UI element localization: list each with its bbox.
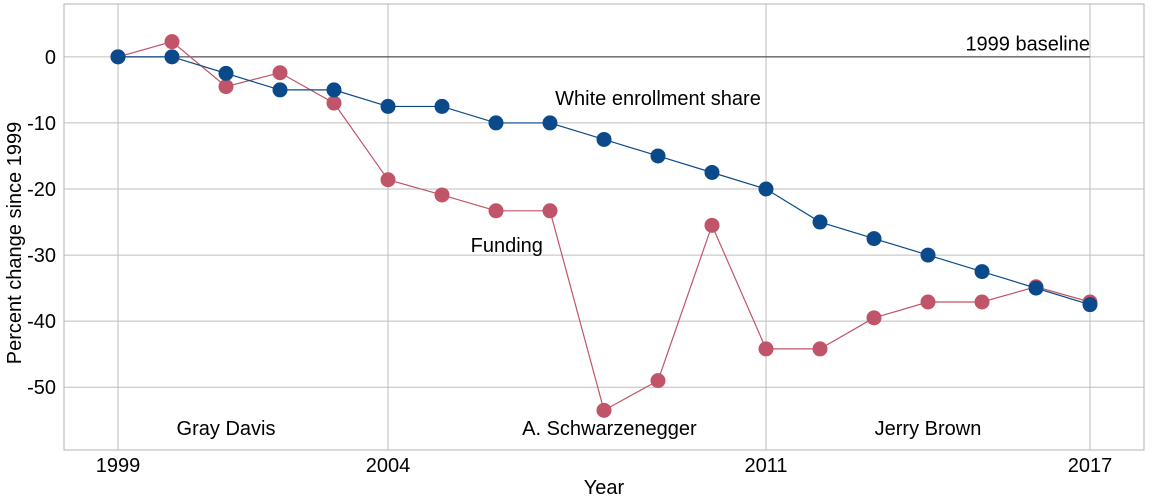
y-axis-label: Percent change since 1999: [4, 122, 26, 364]
y-tick-label: -10: [27, 113, 56, 135]
data-point-funding: [866, 310, 882, 326]
plot-area-border: [63, 3, 1145, 451]
annotation-label: White enrollment share: [555, 88, 761, 110]
y-tick-label: -40: [27, 311, 56, 333]
data-point-funding: [488, 203, 504, 219]
data-point-funding: [218, 79, 234, 95]
data-point-white-enrollment-share: [866, 231, 882, 247]
data-point-white-enrollment-share: [164, 49, 180, 65]
data-point-funding: [380, 172, 396, 188]
data-point-white-enrollment-share: [650, 148, 666, 164]
x-tick-labels: 1999 2004 2011 2017: [96, 455, 1113, 477]
data-point-white-enrollment-share: [218, 65, 234, 81]
annotations-group: White enrollment share Funding Gray Davis A…: [177, 34, 1090, 441]
data-point-funding: [164, 34, 180, 50]
data-point-funding: [596, 402, 612, 418]
data-point-white-enrollment-share: [758, 181, 774, 197]
data-point-white-enrollment-share: [110, 49, 126, 65]
x-tick-label: 1999: [96, 455, 141, 477]
data-point-funding: [704, 217, 720, 233]
data-point-white-enrollment-share: [596, 131, 612, 147]
data-point-funding: [650, 373, 666, 389]
data-point-white-enrollment-share: [272, 82, 288, 98]
data-point-funding: [326, 95, 342, 111]
x-tick-label: 2011: [744, 455, 787, 477]
data-point-white-enrollment-share: [920, 247, 936, 263]
y-tick-label: -20: [27, 179, 56, 201]
data-point-white-enrollment-share: [1082, 297, 1098, 313]
data-point-funding: [920, 294, 936, 310]
series-group: [110, 34, 1098, 418]
y-tick-label: 0: [45, 47, 56, 69]
data-point-white-enrollment-share: [380, 98, 396, 114]
annotation-label: Jerry Brown: [875, 418, 982, 440]
x-tick-label: 2017: [1068, 455, 1113, 477]
x-tick-label: 2004: [366, 455, 411, 477]
data-point-white-enrollment-share: [812, 214, 828, 230]
data-point-white-enrollment-share: [542, 115, 558, 131]
annotation-label: Gray Davis: [177, 418, 276, 440]
y-tick-labels: 0 -10 -20 -30 -40 -50: [27, 47, 56, 399]
annotation-label: A. Schwarzenegger: [522, 418, 697, 440]
data-point-funding: [974, 294, 990, 310]
data-point-funding: [434, 187, 450, 203]
data-point-white-enrollment-share: [434, 98, 450, 114]
annotation-label: 1999 baseline: [965, 34, 1090, 56]
data-point-funding: [272, 65, 288, 81]
y-tick-label: -30: [27, 245, 56, 267]
y-tick-label: -50: [27, 377, 56, 399]
data-point-white-enrollment-share: [326, 82, 342, 98]
annotation-label: Funding: [471, 235, 543, 257]
data-point-funding: [758, 341, 774, 357]
data-point-funding: [542, 203, 558, 219]
data-point-white-enrollment-share: [488, 115, 504, 131]
x-axis-label: Year: [584, 477, 625, 499]
data-point-funding: [812, 341, 828, 357]
data-point-white-enrollment-share: [704, 164, 720, 180]
data-point-white-enrollment-share: [974, 264, 990, 280]
data-point-white-enrollment-share: [1028, 280, 1044, 296]
